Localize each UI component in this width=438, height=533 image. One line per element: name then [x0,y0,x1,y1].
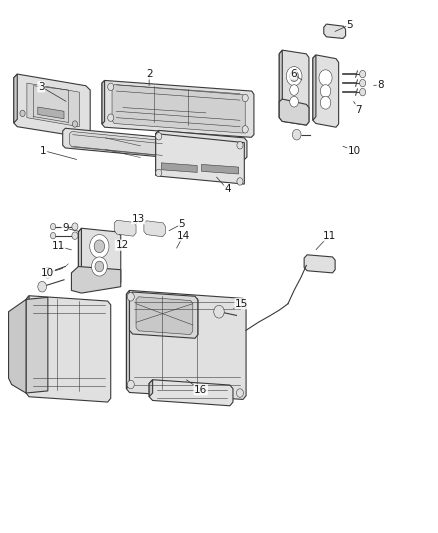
Text: 14: 14 [177,231,190,241]
Circle shape [155,133,162,140]
Polygon shape [201,165,239,174]
Text: 5: 5 [346,20,353,30]
Circle shape [237,177,243,185]
Polygon shape [26,297,48,393]
Text: 11: 11 [322,231,336,241]
Circle shape [20,110,25,117]
Circle shape [214,305,224,318]
Circle shape [38,281,46,292]
Circle shape [320,85,331,98]
Circle shape [242,126,248,133]
Text: 3: 3 [38,82,45,92]
Circle shape [237,142,243,149]
Polygon shape [102,80,254,138]
Text: 2: 2 [146,69,152,79]
Polygon shape [127,290,246,399]
Text: 9: 9 [62,223,69,233]
Polygon shape [144,221,165,237]
Circle shape [72,232,78,239]
Text: 15: 15 [235,298,248,309]
Circle shape [360,79,366,87]
Polygon shape [114,220,136,236]
Polygon shape [70,132,165,156]
Polygon shape [279,50,283,118]
Circle shape [90,235,109,258]
Circle shape [72,121,78,127]
Polygon shape [78,228,121,286]
Text: 6: 6 [290,69,297,79]
Polygon shape [155,131,247,160]
Circle shape [237,301,244,309]
Polygon shape [304,255,335,273]
Circle shape [290,96,298,107]
Text: 12: 12 [116,240,129,250]
Circle shape [360,88,366,96]
Circle shape [286,67,302,86]
Polygon shape [324,24,346,38]
Polygon shape [14,74,17,123]
Circle shape [50,223,56,230]
Circle shape [127,380,134,389]
Text: 10: 10 [348,146,361,156]
Text: 11: 11 [52,241,65,251]
Polygon shape [279,50,309,125]
Circle shape [237,389,244,397]
Polygon shape [161,163,197,172]
Circle shape [155,169,162,176]
Polygon shape [9,300,26,393]
Polygon shape [136,297,193,335]
Text: 16: 16 [194,385,207,395]
Circle shape [92,257,107,276]
Circle shape [127,293,134,301]
Polygon shape [27,83,79,127]
Polygon shape [78,228,81,278]
Circle shape [94,240,105,253]
Circle shape [360,70,366,78]
Text: 13: 13 [131,214,145,224]
Circle shape [43,268,52,278]
Circle shape [292,130,301,140]
Polygon shape [112,85,245,133]
Circle shape [108,83,114,91]
Text: 10: 10 [41,268,54,278]
Text: 5: 5 [179,219,185,229]
Circle shape [290,71,298,82]
Polygon shape [130,292,198,338]
Circle shape [290,85,298,95]
Polygon shape [155,134,244,184]
Polygon shape [102,80,105,124]
Text: 1: 1 [40,146,47,156]
Polygon shape [149,379,152,397]
Polygon shape [26,296,111,402]
Circle shape [50,232,56,239]
Polygon shape [71,266,121,293]
Polygon shape [313,55,339,127]
Polygon shape [127,290,130,389]
Circle shape [319,70,332,86]
Circle shape [320,96,331,109]
Polygon shape [38,107,64,119]
Circle shape [242,94,248,102]
Polygon shape [155,131,159,176]
Polygon shape [63,128,170,158]
Polygon shape [149,379,233,406]
Polygon shape [14,74,90,138]
Text: 7: 7 [355,104,362,115]
Text: 8: 8 [377,80,384,90]
Polygon shape [279,99,309,125]
Text: 4: 4 [224,184,231,195]
Circle shape [72,223,78,230]
Polygon shape [313,55,316,120]
Circle shape [108,114,114,122]
Polygon shape [26,296,29,393]
Circle shape [95,261,104,272]
